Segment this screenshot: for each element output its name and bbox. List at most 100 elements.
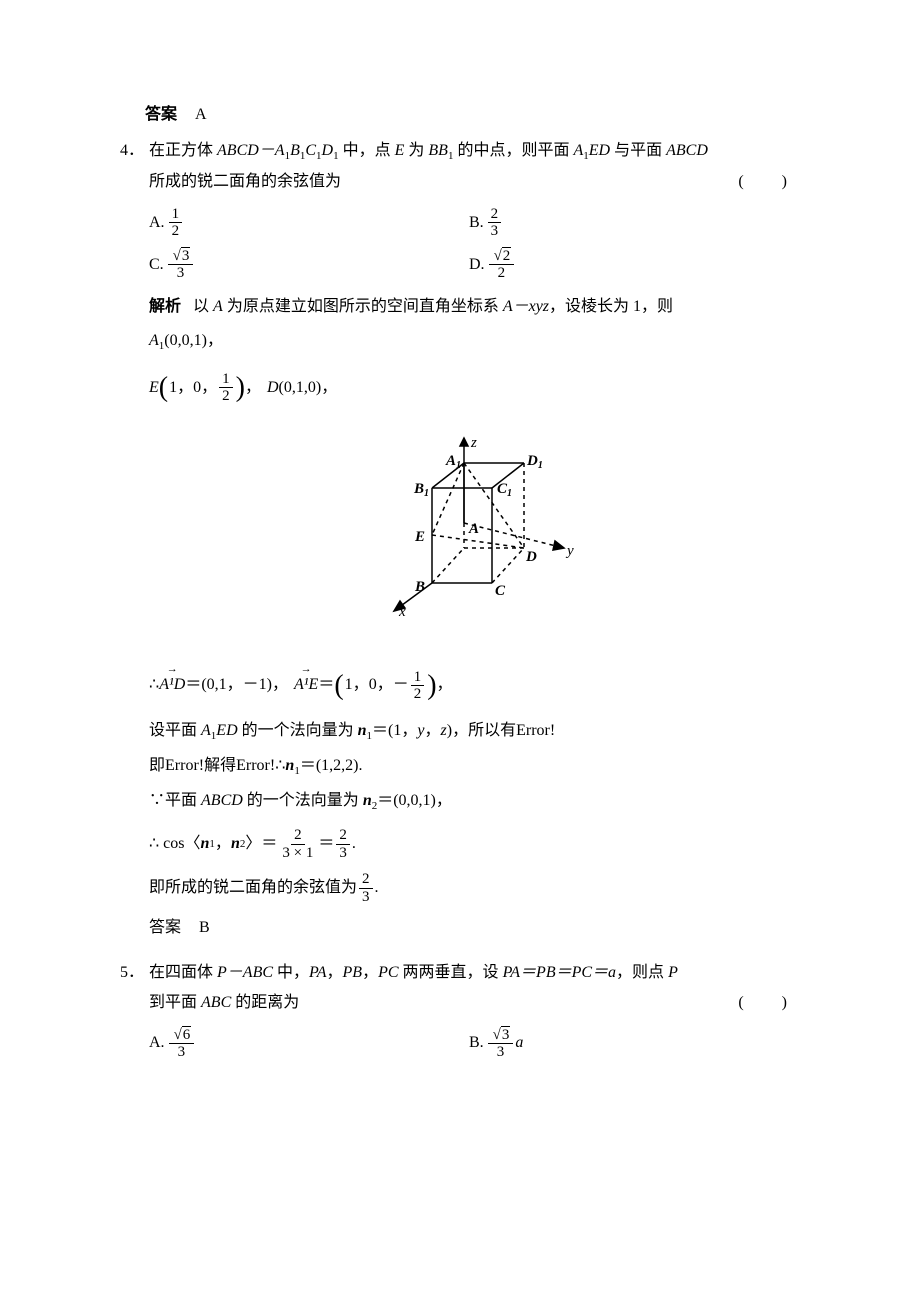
text: . xyxy=(352,829,356,859)
svg-text:B: B xyxy=(414,579,425,595)
fraction: 6 3 xyxy=(169,1027,195,1061)
denominator: 3 xyxy=(359,889,373,906)
text: 以 xyxy=(193,298,213,315)
text: 0 xyxy=(193,373,201,403)
fraction: 2 3 xyxy=(488,206,502,240)
text: A xyxy=(149,332,159,349)
text: ，设棱长为 1，则 xyxy=(549,298,673,315)
denominator: 2 xyxy=(219,388,233,405)
text: 在四面体 xyxy=(149,964,217,981)
fraction: 2 2 xyxy=(489,248,515,282)
denominator: 2 xyxy=(411,686,425,703)
q4-options: A. 1 2 B. 2 3 C. 3 xyxy=(149,202,789,286)
text: n xyxy=(358,722,367,739)
text: (0,1,0)， xyxy=(279,373,338,403)
text: )，所以有 xyxy=(447,722,516,739)
text: ， xyxy=(245,373,261,403)
text: E xyxy=(149,373,159,403)
line-e-d-coord: E ( 1， 0， 1 2 ) ， D(0,1,0)， xyxy=(149,361,789,414)
fraction: 1 2 xyxy=(411,669,425,703)
q4-option-d: D. 2 2 xyxy=(469,248,789,282)
numerator: 2 xyxy=(489,248,515,266)
denominator: 3 × 1 xyxy=(279,845,316,862)
denominator: 3 xyxy=(175,1044,189,1061)
text: A－xyz xyxy=(503,298,549,315)
text: ， xyxy=(215,829,231,859)
svg-text:B1: B1 xyxy=(413,481,429,499)
text: A¹E xyxy=(294,676,318,693)
page: 答案 A 4． 在正方体 ABCD－A1B1C1D1 中，点 E 为 BB1 的… xyxy=(0,0,920,1302)
sqrt-icon: 3 xyxy=(171,248,191,265)
q5-options: A. 6 3 B. 3 3 a xyxy=(149,1023,789,1065)
text: ，则点 xyxy=(616,964,668,981)
text: n xyxy=(285,757,294,774)
text: n xyxy=(231,829,240,859)
text: n xyxy=(363,792,372,809)
line-n1: 设平面 A1ED 的一个法向量为 n1＝(1，y，z)，所以有Error! xyxy=(149,716,789,747)
text: ABCD－A xyxy=(217,142,285,159)
numerator: 1 xyxy=(219,371,233,389)
q4-option-b: B. 2 3 xyxy=(469,206,789,240)
text: ＝ xyxy=(318,670,334,700)
text: BB xyxy=(428,142,448,159)
radicand: 2 xyxy=(502,247,512,264)
text: D xyxy=(267,373,279,403)
fraction: 1 2 xyxy=(169,206,183,240)
numerator: 1 xyxy=(169,206,183,224)
text: 的距离为 xyxy=(231,994,299,1011)
right-paren-icon: ) xyxy=(427,659,436,712)
text: 0 xyxy=(369,670,377,700)
choice-blank: ( ) xyxy=(738,167,789,197)
text: P xyxy=(668,964,678,981)
vector-a1d: A¹D xyxy=(159,670,185,700)
text: 到平面 xyxy=(149,994,201,1011)
numerator: 2 xyxy=(488,206,502,224)
numerator: 3 xyxy=(168,248,194,266)
right-paren-icon: ) xyxy=(236,361,245,414)
radicand: 6 xyxy=(182,1026,192,1043)
text: y xyxy=(417,722,424,739)
text: ， xyxy=(437,670,453,700)
choice-blank: ( ) xyxy=(738,988,789,1018)
sqrt-icon: 3 xyxy=(491,1027,511,1044)
text: ＝(0,0,1)， xyxy=(377,792,452,809)
text: 1 xyxy=(169,373,177,403)
option-letter: C. xyxy=(149,250,164,280)
answer-value: B xyxy=(199,919,210,936)
denominator: 3 xyxy=(494,1044,508,1061)
text: PA＝PB＝PC＝a xyxy=(503,964,616,981)
text: E xyxy=(395,142,405,159)
text: ∴ xyxy=(149,670,159,700)
svg-text:z: z xyxy=(470,435,477,451)
text: n xyxy=(201,829,210,859)
numerator: 2 xyxy=(291,827,305,845)
text: PC xyxy=(378,964,398,981)
q4-explanation: 解析以 A 为原点建立如图所示的空间直角坐标系 A－xyz，设棱长为 1，则 xyxy=(149,292,789,322)
text: a xyxy=(515,1028,523,1058)
q4-option-a: A. 1 2 xyxy=(149,206,469,240)
denominator: 3 xyxy=(488,223,502,240)
fraction: 1 2 xyxy=(219,371,233,405)
svg-text:A1: A1 xyxy=(445,453,461,471)
numerator: 2 xyxy=(359,871,373,889)
text: ， xyxy=(353,670,369,700)
numerator: 6 xyxy=(169,1027,195,1045)
text: PB xyxy=(343,964,363,981)
text: C xyxy=(305,142,316,159)
text: ABCD xyxy=(201,792,243,809)
q4-answer: 答案 B xyxy=(149,913,789,943)
q5-number: 5． xyxy=(120,958,145,988)
text: ∵平面 xyxy=(149,792,201,809)
text: B xyxy=(290,142,300,159)
question-5: 5． 在四面体 P－ABC 中，PA，PB，PC 两两垂直，设 PA＝PB＝PC… xyxy=(120,958,795,1069)
text: 为原点建立如图所示的空间直角坐标系 xyxy=(223,298,503,315)
answer-label: 答案 xyxy=(145,106,177,123)
text: ＝(1， xyxy=(372,722,417,739)
text: 与平面 xyxy=(610,142,666,159)
error-text: Error! xyxy=(236,757,275,774)
text: 即 xyxy=(149,757,165,774)
svg-text:C1: C1 xyxy=(497,481,512,499)
text: PA xyxy=(309,964,326,981)
svg-text:A: A xyxy=(468,521,479,537)
text: ABC xyxy=(201,994,231,1011)
